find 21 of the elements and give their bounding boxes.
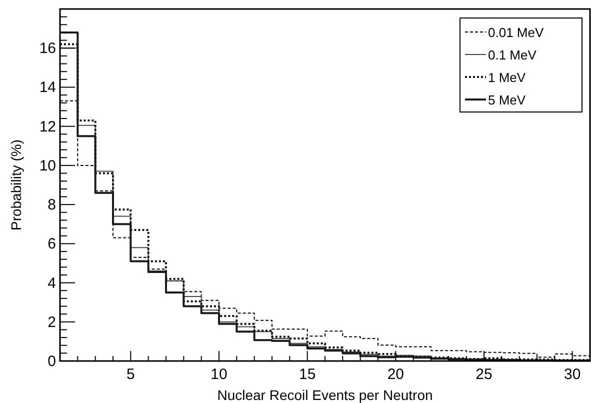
legend-label: 5 MeV: [488, 92, 526, 108]
x-tick-label: 15: [298, 366, 316, 383]
y-tick-label: 10: [39, 157, 56, 174]
y-tick-label: 6: [48, 236, 56, 253]
x-tick-label: 20: [387, 366, 404, 383]
y-axis-title: Probability (%): [8, 139, 24, 231]
x-tick-label: 5: [126, 366, 135, 383]
y-tick-label: 2: [48, 314, 56, 331]
x-tick-label: 25: [476, 366, 492, 383]
x-tick-label: 30: [564, 366, 581, 383]
x-tick-label: 10: [210, 366, 228, 383]
y-tick-label: 0: [48, 353, 56, 370]
y-tick-label: 14: [39, 79, 56, 96]
y-tick-label: 12: [39, 118, 56, 136]
legend-label: 1 MeV: [488, 70, 526, 85]
legend-label: 0.01 MeV: [488, 25, 544, 40]
y-tick-label: 4: [48, 274, 56, 292]
y-tick-label: 8: [48, 196, 56, 214]
legend-label: 0.1 MeV: [488, 48, 537, 62]
y-tick-label: 16: [39, 40, 56, 58]
x-axis-title: Nuclear Recoil Events per Neutron: [217, 387, 433, 403]
